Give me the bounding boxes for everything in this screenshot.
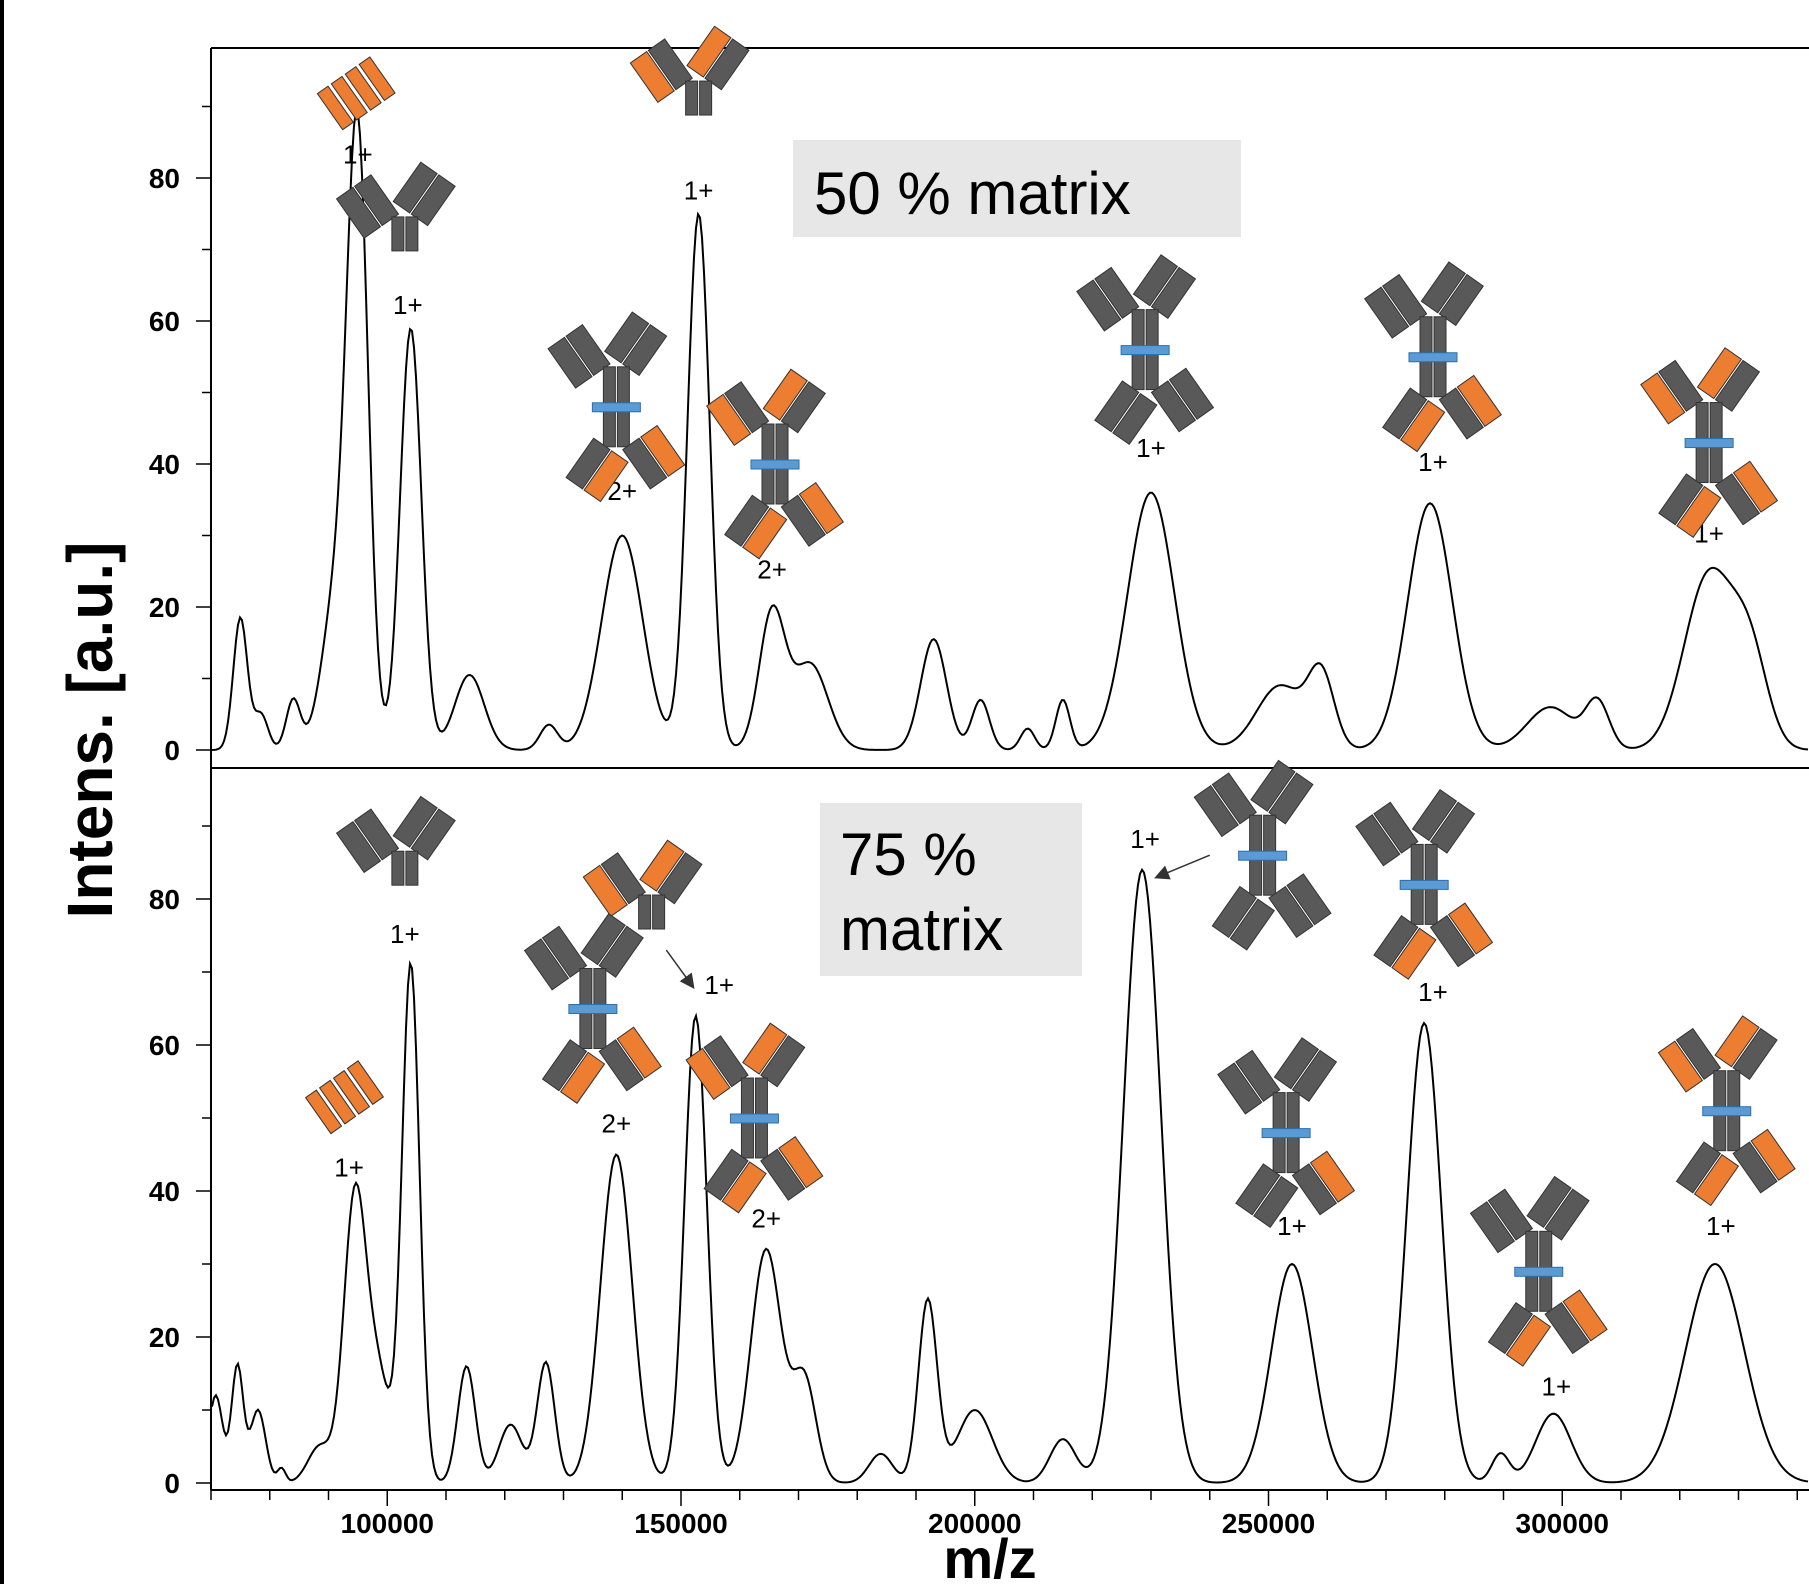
dimer-orange-bottom-icon [1469,1175,1608,1367]
condition-label: 75 % matrix [840,821,1003,963]
annotation-arrow [665,949,695,990]
x-tick-label: 250000 [1222,1508,1315,1539]
charge-label: 1+ [343,140,373,170]
charge-label: 1+ [684,175,714,205]
dimer-orange-bottom-icon [547,311,686,503]
x-tick-label: 100000 [341,1508,434,1539]
light-chain-stack-icon [316,56,396,131]
y-tick-label: 40 [149,1176,180,1207]
charge-label: 2+ [757,554,787,584]
charge-label: 2+ [751,1204,781,1234]
charge-label: 1+ [1706,1211,1736,1241]
charge-label: 2+ [602,1109,632,1139]
charge-label: 1+ [393,290,423,320]
charge-label: 1+ [1277,1211,1307,1241]
y-tick-label: 60 [149,1030,180,1061]
annotation-arrow [1154,854,1211,880]
antibody-grey-icon [335,161,456,252]
light-chain-stack-icon [304,1060,385,1135]
y-tick-label: 0 [164,1468,180,1499]
y-tick-label: 0 [164,735,180,766]
y-axis-title: Intens. [a.u.] [54,542,126,919]
charge-label: 1+ [334,1152,364,1182]
condition-label-box [793,140,1241,237]
charge-label: 1+ [1130,824,1160,854]
series-line-50pct [211,107,1809,751]
charge-label: 1+ [1136,433,1166,463]
x-tick-label: 200000 [928,1508,1021,1539]
antibody-grey-icon [335,795,456,886]
antibody-half-orange-icon [629,25,750,116]
dimer-mixed-icon [1217,1037,1356,1229]
dimer-orange-bottom-icon [1364,261,1502,453]
charge-label: 1+ [1542,1371,1572,1401]
dimer-grey-icon [1076,254,1215,446]
charge-label: 1+ [1418,977,1448,1007]
charge-label: 1+ [390,919,420,949]
charge-label: 1+ [1418,447,1448,477]
dimer-full-orange-icon [685,1022,824,1214]
x-tick-label: 150000 [634,1508,727,1539]
y-tick-label: 80 [149,884,180,915]
dimer-orange-bottom-icon [523,913,662,1104]
x-axis-title: m/z [943,1527,1036,1584]
y-tick-label: 20 [149,1322,180,1353]
y-tick-label: 80 [149,163,180,194]
dimer-full-orange-icon [1657,1015,1796,1207]
antibody-half-orange-icon [582,839,703,930]
condition-label-box [820,803,1082,976]
x-tick-label: 300000 [1516,1508,1609,1539]
y-tick-label: 40 [149,449,180,480]
dimer-full-orange-icon [1640,347,1779,539]
series-line-75pct [211,867,1809,1484]
condition-label: 50 % matrix [814,160,1131,227]
dimer-grey-icon [1193,759,1332,951]
y-tick-label: 20 [149,592,180,623]
left-edge-bar [0,0,4,1584]
dimer-full-orange-icon [706,368,844,560]
dimer-orange-bottom-icon [1355,788,1494,980]
charge-label: 1+ [704,970,734,1000]
y-tick-label: 60 [149,306,180,337]
